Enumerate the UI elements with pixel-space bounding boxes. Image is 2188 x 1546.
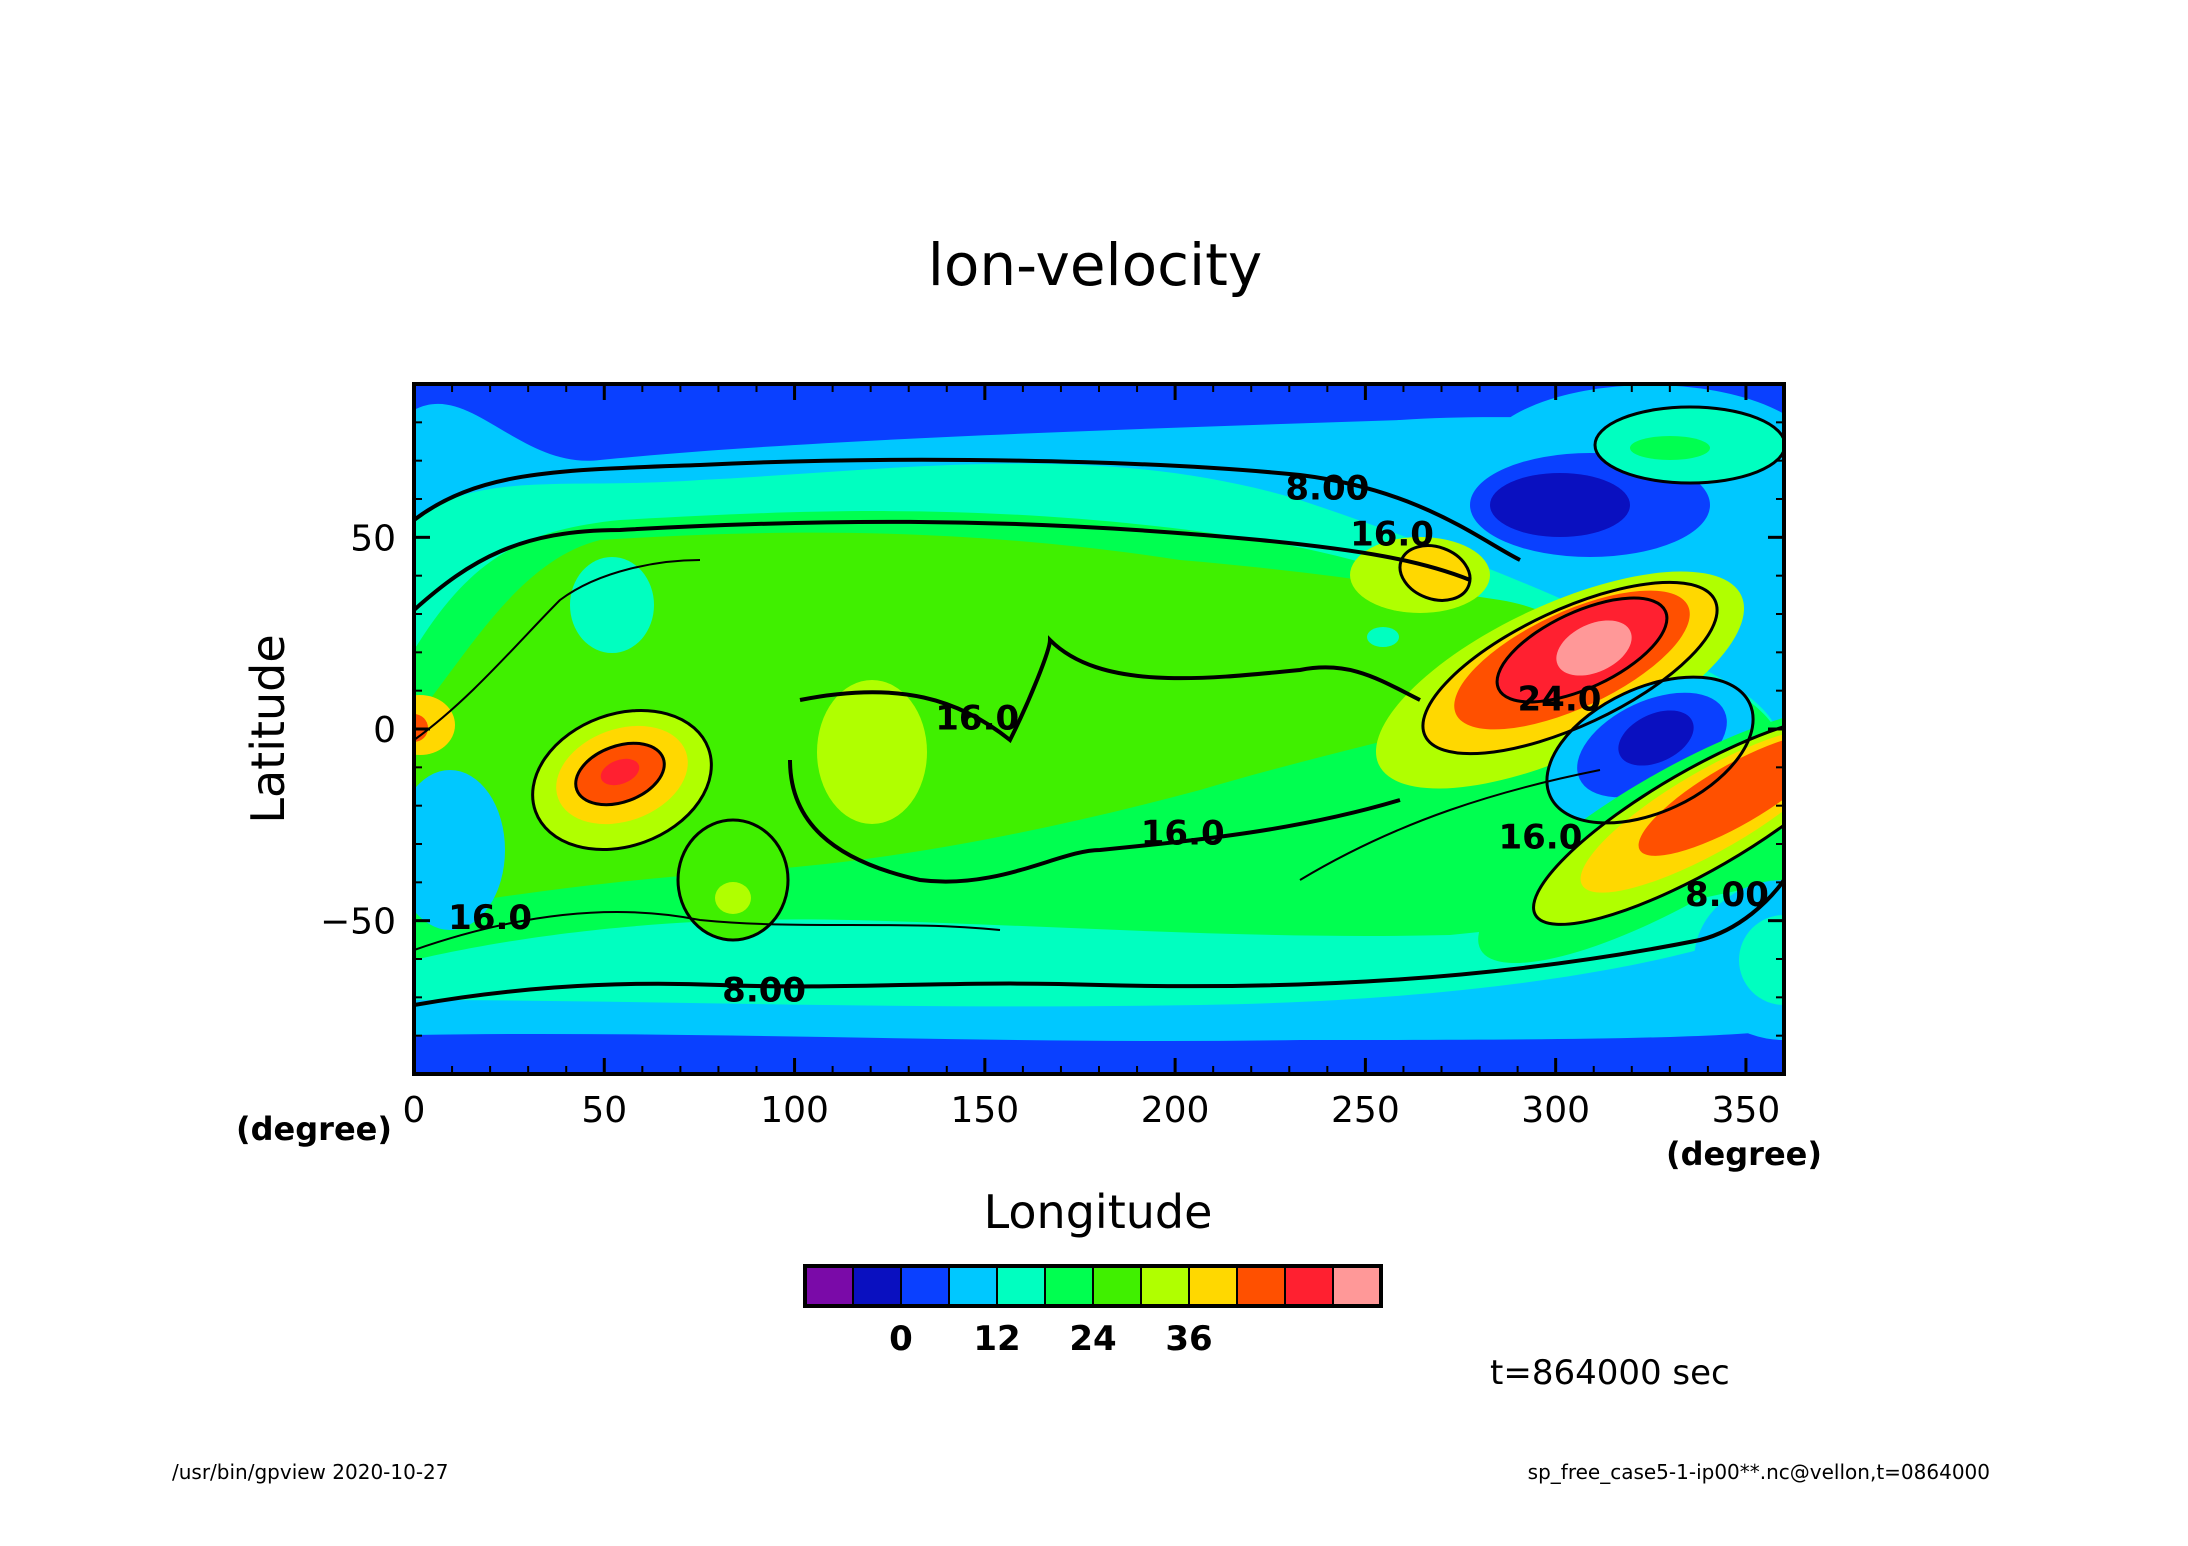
colorbar-tick-label: 0 — [889, 1319, 913, 1359]
contour-top-right-green — [1630, 436, 1710, 460]
contour-line-thin-2 — [414, 910, 1001, 951]
contour-lobe-cyan — [414, 770, 505, 930]
contour-line-vortex-1 — [531, 708, 713, 852]
x-tick-label: 0 — [403, 1090, 426, 1131]
contour-vortex-blue-core — [1490, 473, 1630, 537]
contour-label: 16.0 — [448, 898, 532, 938]
x-unit-left: (degree) — [236, 1110, 392, 1148]
colorbar-swatch — [1284, 1265, 1334, 1307]
contour-line-vortex-5 — [1532, 714, 1784, 926]
x-axis: 0 50 100 150 200 250 300 350 — [403, 384, 1781, 1131]
contour-label: 8.00 — [722, 971, 806, 1011]
x-tick-label: 250 — [1331, 1090, 1400, 1131]
colorbar-swatch — [1188, 1265, 1238, 1307]
contour-blob-yellow-2 — [715, 882, 751, 914]
x-unit-right: (degree) — [1666, 1135, 1822, 1173]
contour-blob-green-2 — [678, 820, 788, 940]
contour-line-16-center — [799, 635, 1421, 744]
contour-line-vortex-9 — [1593, 405, 1784, 485]
y-tick-label: −50 — [320, 902, 396, 943]
colorbar-swatch — [804, 1265, 854, 1307]
y-axis-label: Latitude — [241, 634, 295, 823]
contour-label: 8.00 — [1685, 875, 1769, 915]
y-axis: 50 0 −50 — [320, 421, 1784, 1037]
contour-label: 24.0 — [1518, 679, 1602, 719]
colorbar-swatch — [852, 1265, 902, 1307]
contour-line-8-north — [414, 457, 1521, 562]
contour-band-24b — [414, 532, 1577, 910]
colorbar-swatch — [1092, 1265, 1142, 1307]
colorbar-tick-label: 36 — [1165, 1319, 1212, 1359]
contour-blob-cyan-1 — [570, 557, 654, 653]
colorbar-swatch — [900, 1265, 950, 1307]
contour-label: 16.0 — [1141, 814, 1225, 854]
contour-line-vortex-6 — [1545, 675, 1755, 825]
plot-area: 8.00 16.0 16.0 16.0 16.0 24.0 16.0 8.00 8.00 — [414, 384, 1784, 1074]
contour-line-vortex-3 — [1421, 580, 1719, 756]
contour-blob-yellow-1 — [817, 680, 927, 824]
contour-upper-right-gold — [1400, 545, 1470, 601]
contour-line-16-north — [414, 519, 1471, 612]
x-tick-label: 50 — [581, 1090, 627, 1131]
contour-line-thin-3 — [1299, 769, 1601, 881]
colorbar-swatch — [1140, 1265, 1190, 1307]
contour-line-vortex-7 — [1398, 544, 1472, 602]
x-tick-label: 100 — [760, 1090, 829, 1131]
contour-line-vortex-4 — [1495, 596, 1669, 704]
contour-red-core — [1556, 620, 1632, 676]
colorbar-tick-label: 24 — [1069, 1319, 1116, 1359]
contour-label-layer: 8.00 16.0 16.0 16.0 16.0 24.0 16.0 8.00 8.00 — [448, 469, 1769, 1011]
contour-label: 8.00 — [1285, 469, 1369, 509]
x-tick-label: 150 — [950, 1090, 1019, 1131]
colorbar-swatch — [996, 1265, 1046, 1307]
contour-peak-orange-core — [600, 758, 640, 786]
y-tick-label: 0 — [373, 710, 396, 751]
contour-lower-right-green — [1739, 915, 1784, 1005]
contour-lines — [414, 405, 1784, 1007]
contour-label: 16.0 — [935, 699, 1019, 739]
contour-blob-cyan-2 — [1367, 627, 1399, 647]
colorbar-swatch — [1044, 1265, 1094, 1307]
contour-line-thin-1 — [414, 559, 701, 741]
footer-right: sp_free_case5-1-ip00**.nc@vellon,t=08640… — [1528, 1460, 1990, 1484]
x-tick-label: 200 — [1141, 1090, 1210, 1131]
contour-line-vortex-8 — [676, 818, 790, 942]
colorbar-tick-label: 12 — [973, 1319, 1020, 1359]
contour-line-vortex-2 — [574, 741, 666, 807]
time-label: t=864000 sec — [1490, 1353, 1730, 1393]
contour-line-16-south — [788, 759, 1401, 884]
x-axis-label: Longitude — [984, 1185, 1213, 1239]
x-tick-label: 350 — [1712, 1090, 1781, 1131]
colorbar-swatch — [1332, 1265, 1382, 1307]
contour-label: 16.0 — [1350, 515, 1434, 555]
colorbar-frame — [803, 1264, 1383, 1308]
footer-left: /usr/bin/gpview 2020-10-27 — [172, 1460, 449, 1484]
contour-label: 16.0 — [1498, 817, 1582, 857]
y-tick-label: 50 — [350, 518, 396, 559]
contour-blue-low-core — [1618, 710, 1694, 766]
colorbar: 0 12 24 36 — [803, 1264, 1383, 1359]
chart-title: lon-velocity — [928, 231, 1262, 299]
colorbar-swatch — [948, 1265, 998, 1307]
x-tick-label: 300 — [1521, 1090, 1590, 1131]
contour-line-8-south — [414, 878, 1784, 1007]
colorbar-swatch — [1236, 1265, 1286, 1307]
